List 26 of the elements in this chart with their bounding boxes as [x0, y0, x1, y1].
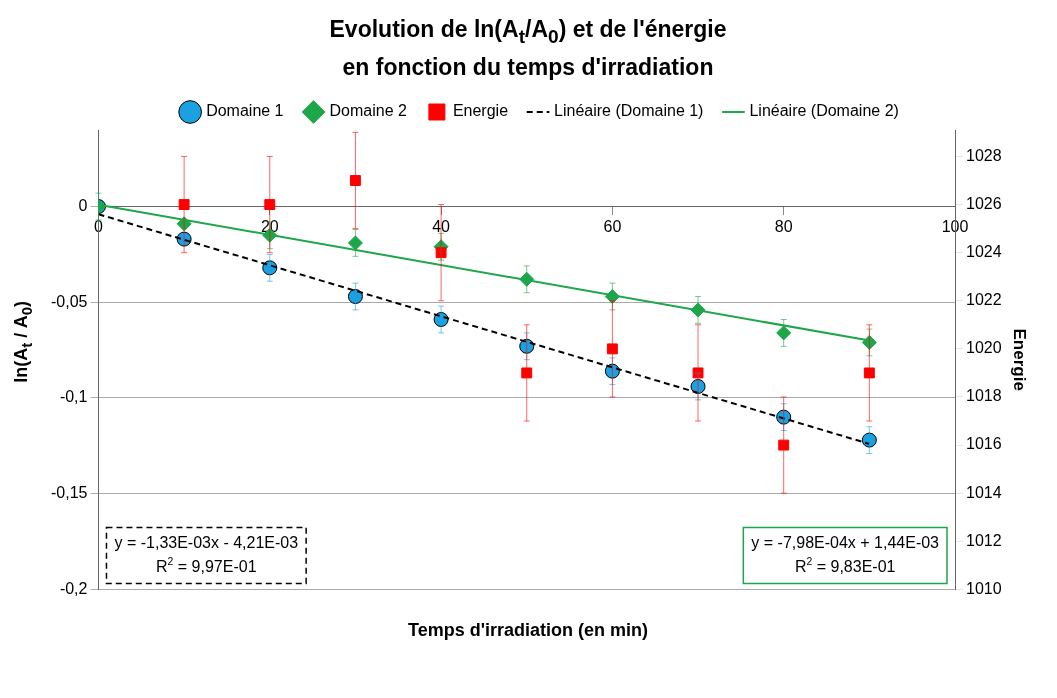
- y2-tick-label: 1010: [966, 579, 1002, 597]
- x-tick-label: 80: [774, 217, 793, 235]
- y2-tick-label: 1014: [966, 483, 1002, 501]
- y2-axis-title: Energie: [1010, 328, 1030, 391]
- x-tick-label: 40: [432, 217, 451, 235]
- legend-label: Domaine 1: [206, 102, 284, 119]
- y2-tick-label: 1020: [966, 338, 1002, 356]
- legend-label: Linéaire (Domaine 1): [554, 102, 704, 119]
- y2-tick-label: 1028: [966, 146, 1002, 164]
- y-tick-label: -0,2: [59, 579, 88, 597]
- y-tick-label: -0,05: [51, 292, 88, 310]
- legend-label: Linéaire (Domaine 2): [749, 102, 899, 119]
- y2-tick-label: 1022: [966, 290, 1002, 308]
- y-tick-label: -0,15: [51, 483, 88, 501]
- y-tick-label: 0: [78, 196, 88, 214]
- y2-tick-label: 1024: [966, 242, 1002, 260]
- x-axis-title: Temps d'irradiation (en min): [407, 619, 649, 641]
- x-tick-label: 60: [603, 217, 622, 235]
- y2-tick-label: 1012: [966, 531, 1002, 549]
- y-tick-label: -0,1: [59, 387, 88, 405]
- y2-tick-label: 1018: [966, 386, 1002, 404]
- legend-label: Energie: [452, 102, 509, 119]
- y2-tick-label: 1026: [966, 194, 1002, 212]
- y2-tick-label: 1016: [966, 435, 1002, 453]
- chart-title: Evolution de ln(A$_{t}$/A$_{0}$) et de l'énergie en fonction du temps d'irradiation: [328, 15, 728, 82]
- legend-label: Domaine 2: [329, 102, 407, 119]
